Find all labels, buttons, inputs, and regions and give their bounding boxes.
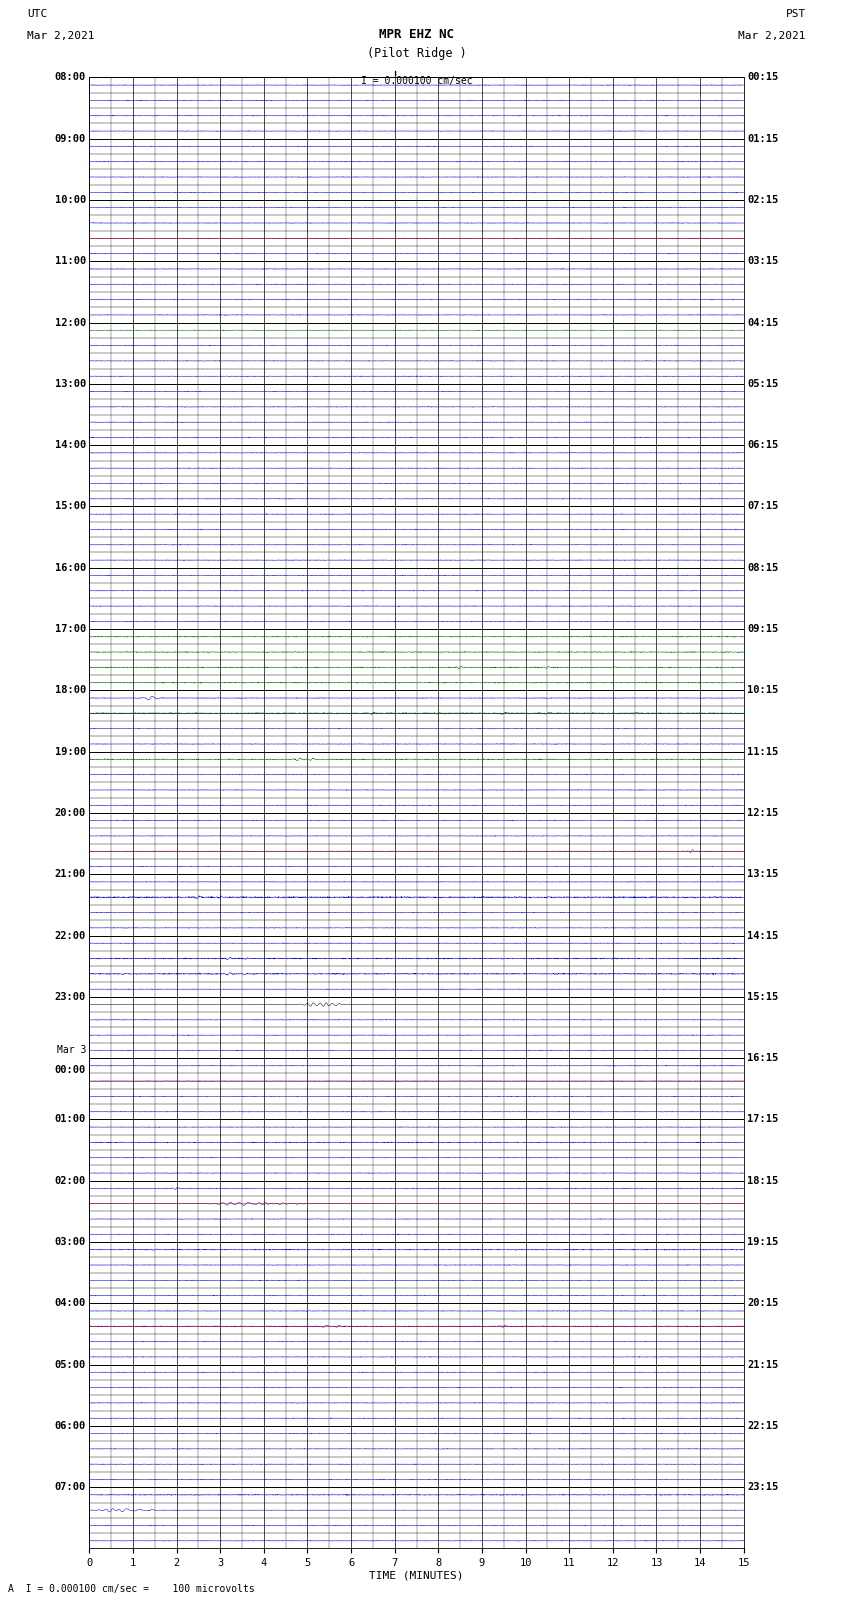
Text: 14:00: 14:00 — [54, 440, 86, 450]
Text: 05:00: 05:00 — [54, 1360, 86, 1369]
Text: 21:15: 21:15 — [747, 1360, 779, 1369]
Text: 06:15: 06:15 — [747, 440, 779, 450]
Text: 21:00: 21:00 — [54, 869, 86, 879]
Text: UTC: UTC — [27, 8, 48, 19]
Text: (Pilot Ridge ): (Pilot Ridge ) — [366, 47, 467, 60]
Text: 02:00: 02:00 — [54, 1176, 86, 1186]
Text: 11:15: 11:15 — [747, 747, 779, 756]
Text: 20:15: 20:15 — [747, 1298, 779, 1308]
Text: 13:15: 13:15 — [747, 869, 779, 879]
Text: 00:15: 00:15 — [747, 73, 779, 82]
Text: 12:15: 12:15 — [747, 808, 779, 818]
Text: MPR EHZ NC: MPR EHZ NC — [379, 27, 454, 40]
Text: Mar 2,2021: Mar 2,2021 — [27, 31, 94, 40]
Text: 12:00: 12:00 — [54, 318, 86, 327]
Text: 07:15: 07:15 — [747, 502, 779, 511]
Text: 16:15: 16:15 — [747, 1053, 779, 1063]
Text: Mar 3: Mar 3 — [57, 1045, 86, 1055]
Text: 19:00: 19:00 — [54, 747, 86, 756]
Text: 09:15: 09:15 — [747, 624, 779, 634]
Text: 06:00: 06:00 — [54, 1421, 86, 1431]
Text: 09:00: 09:00 — [54, 134, 86, 144]
Text: 07:00: 07:00 — [54, 1482, 86, 1492]
Text: 04:15: 04:15 — [747, 318, 779, 327]
Text: 03:15: 03:15 — [747, 256, 779, 266]
Text: 05:15: 05:15 — [747, 379, 779, 389]
Text: 10:15: 10:15 — [747, 686, 779, 695]
Text: 11:00: 11:00 — [54, 256, 86, 266]
Text: 16:00: 16:00 — [54, 563, 86, 573]
Text: 01:15: 01:15 — [747, 134, 779, 144]
Text: 10:00: 10:00 — [54, 195, 86, 205]
Text: 08:00: 08:00 — [54, 73, 86, 82]
Text: 01:00: 01:00 — [54, 1115, 86, 1124]
Text: 00:00: 00:00 — [54, 1066, 86, 1076]
Text: PST: PST — [785, 8, 806, 19]
Text: 13:00: 13:00 — [54, 379, 86, 389]
Text: 08:15: 08:15 — [747, 563, 779, 573]
Text: 02:15: 02:15 — [747, 195, 779, 205]
Text: 15:15: 15:15 — [747, 992, 779, 1002]
Text: 23:15: 23:15 — [747, 1482, 779, 1492]
Text: 14:15: 14:15 — [747, 931, 779, 940]
Text: 17:00: 17:00 — [54, 624, 86, 634]
Text: 18:00: 18:00 — [54, 686, 86, 695]
Text: 20:00: 20:00 — [54, 808, 86, 818]
X-axis label: TIME (MINUTES): TIME (MINUTES) — [369, 1571, 464, 1581]
Text: 23:00: 23:00 — [54, 992, 86, 1002]
Text: 15:00: 15:00 — [54, 502, 86, 511]
Text: 22:00: 22:00 — [54, 931, 86, 940]
Text: 17:15: 17:15 — [747, 1115, 779, 1124]
Text: A  I = 0.000100 cm/sec =    100 microvolts: A I = 0.000100 cm/sec = 100 microvolts — [8, 1584, 255, 1594]
Text: 04:00: 04:00 — [54, 1298, 86, 1308]
Text: 22:15: 22:15 — [747, 1421, 779, 1431]
Text: 03:00: 03:00 — [54, 1237, 86, 1247]
Text: 18:15: 18:15 — [747, 1176, 779, 1186]
Text: 19:15: 19:15 — [747, 1237, 779, 1247]
Text: Mar 2,2021: Mar 2,2021 — [739, 31, 806, 40]
Text: I = 0.000100 cm/sec: I = 0.000100 cm/sec — [360, 76, 473, 85]
